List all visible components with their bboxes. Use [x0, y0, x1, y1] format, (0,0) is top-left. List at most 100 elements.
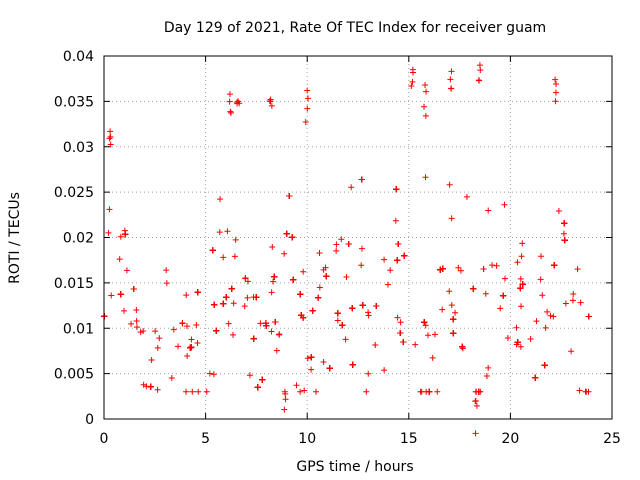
data-point — [163, 280, 170, 287]
data-point — [434, 388, 441, 395]
data-point — [422, 322, 429, 329]
data-point — [334, 310, 341, 317]
data-point — [455, 264, 462, 271]
data-point — [282, 396, 289, 403]
data-point — [547, 312, 554, 319]
data-point — [550, 313, 557, 320]
data-point — [470, 285, 477, 292]
data-point — [154, 344, 161, 351]
data-point — [116, 256, 123, 263]
data-point — [409, 78, 416, 85]
data-point — [448, 215, 455, 222]
data-point — [232, 236, 239, 243]
data-point — [373, 302, 380, 309]
data-point — [475, 388, 482, 395]
data-point — [485, 364, 492, 371]
data-point — [168, 375, 175, 382]
data-point — [504, 334, 511, 341]
data-point — [283, 230, 290, 237]
data-point — [226, 91, 233, 98]
data-point — [348, 184, 355, 191]
data-point — [148, 357, 155, 364]
data-point — [117, 233, 124, 240]
data-point — [206, 370, 213, 377]
data-point — [107, 133, 114, 140]
x-tick-label: 0 — [100, 431, 109, 447]
data-point — [472, 430, 479, 437]
data-point — [276, 331, 283, 338]
data-point — [561, 220, 568, 227]
data-point — [483, 372, 490, 379]
data-point — [452, 309, 459, 316]
data-point — [422, 112, 429, 119]
data-point — [412, 341, 419, 348]
data-point — [316, 250, 323, 257]
data-point — [392, 217, 399, 224]
data-point — [230, 331, 237, 338]
data-point — [227, 108, 234, 115]
data-point — [343, 274, 350, 281]
data-point — [532, 374, 539, 381]
data-point — [514, 339, 521, 346]
data-point — [257, 320, 264, 327]
data-point — [128, 320, 135, 327]
data-point — [297, 291, 304, 298]
data-point — [401, 252, 408, 259]
data-point — [269, 243, 276, 250]
data-point — [542, 324, 549, 331]
data-point — [231, 253, 238, 260]
data-point — [226, 98, 233, 105]
data-point — [133, 317, 140, 324]
data-point — [333, 247, 340, 254]
data-point — [501, 275, 508, 282]
data-point — [387, 267, 394, 274]
data-point — [518, 303, 525, 310]
data-point — [304, 355, 311, 362]
data-point — [365, 309, 372, 316]
data-point — [312, 388, 319, 395]
data-point — [421, 319, 428, 326]
data-point — [422, 174, 429, 181]
data-point — [188, 336, 195, 343]
data-point — [429, 354, 436, 361]
data-point — [358, 245, 365, 252]
data-point — [553, 81, 560, 88]
data-point — [216, 229, 223, 236]
grid — [104, 56, 612, 419]
data-point — [447, 76, 454, 83]
data-point — [365, 312, 372, 319]
data-point — [304, 87, 311, 94]
data-point — [359, 302, 366, 309]
data-point — [397, 319, 404, 326]
data-point — [107, 141, 114, 148]
data-point — [194, 289, 201, 296]
data-point — [527, 335, 534, 342]
data-point — [372, 341, 379, 348]
data-point — [230, 300, 237, 307]
data-point — [485, 207, 492, 214]
data-point — [316, 284, 323, 291]
data-point — [183, 388, 190, 395]
data-point — [106, 135, 113, 142]
y-axis-label: ROTI / TECUs — [7, 192, 23, 284]
data-point — [220, 254, 227, 261]
data-point — [117, 291, 124, 298]
data-point — [397, 330, 404, 337]
data-point — [577, 299, 584, 306]
data-point — [241, 303, 248, 310]
data-point — [517, 275, 524, 282]
data-point — [463, 193, 470, 200]
data-point — [156, 335, 163, 342]
data-point — [576, 387, 583, 394]
data-point — [293, 382, 300, 389]
data-point — [106, 206, 113, 213]
data-point — [585, 313, 592, 320]
data-point — [408, 83, 415, 90]
data-point — [400, 338, 407, 345]
data-point — [489, 262, 496, 269]
data-point — [422, 82, 429, 89]
data-point — [501, 201, 508, 208]
data-point — [538, 253, 545, 260]
data-point — [477, 67, 484, 74]
